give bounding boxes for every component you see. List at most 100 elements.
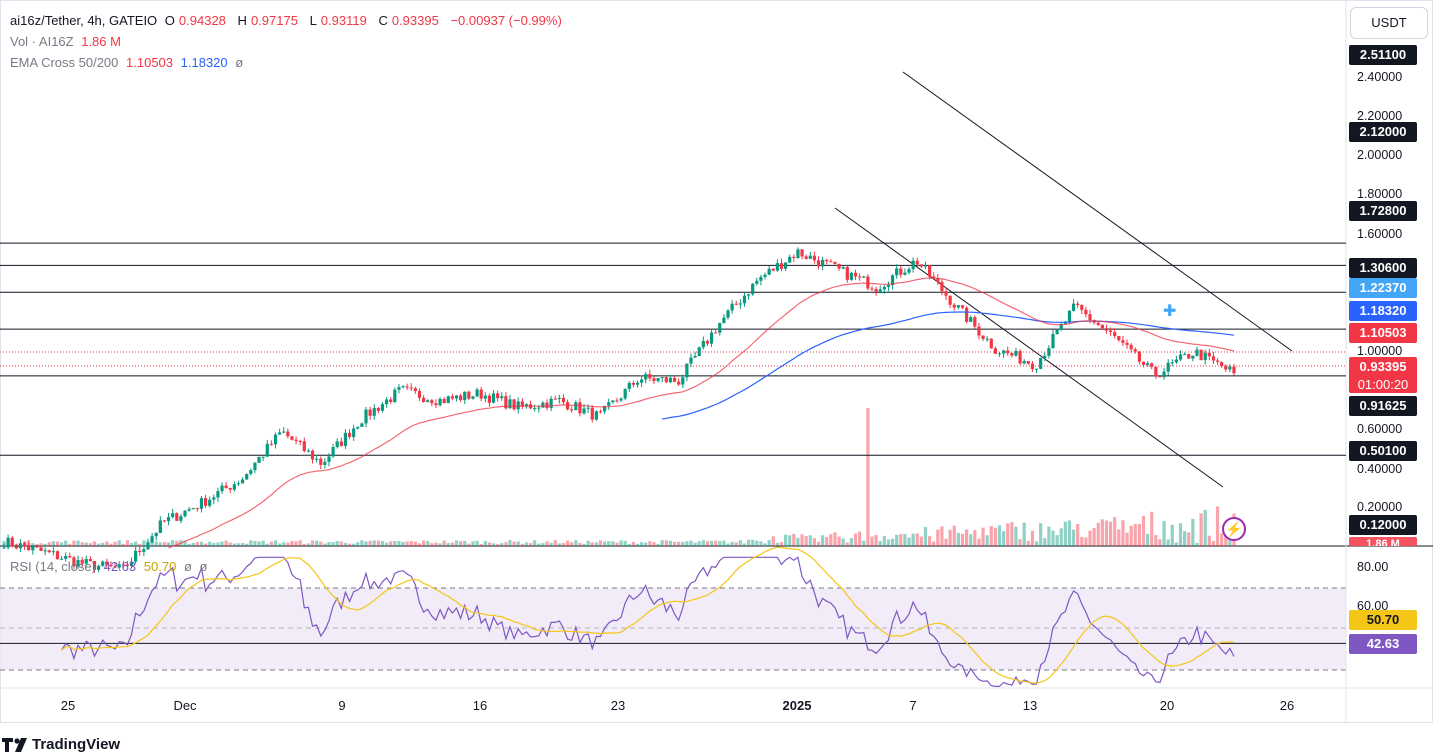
lightning-icon[interactable]: ⚡ <box>1222 517 1246 541</box>
candle-body <box>278 432 282 435</box>
ema50-tag: 1.10503 <box>1349 323 1417 343</box>
volume-bar <box>816 541 821 546</box>
candle-body <box>504 396 508 409</box>
level-tag: 1.72800 <box>1349 201 1417 221</box>
volume-bar <box>72 540 76 546</box>
volume-bar <box>635 543 640 546</box>
volume-bar <box>520 543 524 546</box>
candle-body <box>578 402 582 414</box>
volume-bar <box>500 543 504 546</box>
candle-body <box>228 487 232 490</box>
volume-bar <box>919 536 923 546</box>
price-tick: 1.00000 <box>1357 344 1403 358</box>
candle-body <box>376 407 380 411</box>
volume-bar <box>784 534 788 546</box>
volume-bar <box>2 541 6 546</box>
tradingview-brand[interactable]: TradingView <box>2 736 120 753</box>
candle-body <box>372 407 376 416</box>
candle-body <box>88 559 92 562</box>
candle-body <box>718 323 722 333</box>
volume-bar <box>51 541 55 546</box>
volume-bar <box>360 540 364 546</box>
volume-bar <box>1047 526 1051 546</box>
hide-icon[interactable]: ø <box>199 559 208 574</box>
candle-body <box>516 401 520 410</box>
candle-body <box>343 432 348 446</box>
candle-body <box>1129 344 1133 350</box>
volume-bar <box>845 542 849 546</box>
candle-body <box>134 550 138 562</box>
candle-body <box>944 291 948 296</box>
volume-bar <box>1104 520 1109 546</box>
volume-bar <box>294 541 298 546</box>
crosshair-cross-icon: ✚ <box>1163 303 1176 320</box>
candle-body <box>1108 330 1113 333</box>
volume-bar <box>364 541 368 546</box>
hide-icon[interactable]: ø <box>183 559 192 574</box>
candle-body <box>138 550 142 552</box>
candle-body <box>1059 323 1063 330</box>
volume-bar <box>874 534 878 546</box>
candle-body <box>364 409 368 424</box>
currency-button[interactable]: USDT <box>1350 7 1428 39</box>
candle-body <box>952 304 956 308</box>
candle-body <box>1039 357 1043 369</box>
candle-body <box>603 405 607 412</box>
candle-body <box>816 260 821 267</box>
volume-bar <box>1030 530 1035 546</box>
candle-body <box>911 260 915 270</box>
candle-body <box>574 402 578 411</box>
volume-bar <box>862 540 866 546</box>
volume-bar <box>368 540 372 546</box>
candle-body <box>746 294 751 296</box>
volume-bar <box>1051 530 1055 546</box>
price-tick: 2.40000 <box>1357 70 1403 84</box>
volume-bar <box>471 541 475 546</box>
candle-body <box>315 458 319 460</box>
candle-body <box>849 272 854 280</box>
candle-body <box>286 431 290 437</box>
candle-body <box>1166 362 1170 372</box>
volume-bar <box>1100 519 1104 546</box>
candle-body <box>1080 304 1084 310</box>
legend-volume[interactable]: Vol · AI16Z 1.86 M <box>10 34 125 50</box>
ema50-line <box>168 277 1235 549</box>
candle-body <box>76 559 80 567</box>
price-tick: 0.20000 <box>1357 500 1403 514</box>
volume-bar <box>273 540 278 546</box>
volume-bar <box>833 532 837 546</box>
volume-bar <box>607 541 611 546</box>
volume-bar <box>656 543 660 546</box>
channel-upper-trendline <box>902 71 1293 352</box>
legend-rsi[interactable]: RSI (14, close) 42.63 50.70 ø ø <box>10 559 211 575</box>
volume-bar <box>438 543 442 546</box>
volume-bar <box>1166 539 1170 546</box>
candle-body <box>730 303 734 311</box>
candle-body <box>570 409 574 411</box>
candle-body <box>212 497 216 500</box>
time-tick: 23 <box>610 698 626 713</box>
volume-bar <box>718 541 722 546</box>
candle-body <box>940 281 944 292</box>
candle-body <box>895 268 899 276</box>
volume-bar <box>319 541 323 546</box>
volume-bar <box>459 541 463 546</box>
candle-body <box>1034 368 1039 370</box>
candle-body <box>282 431 286 433</box>
hide-icon[interactable]: ø <box>235 55 244 70</box>
volume-bar <box>199 541 204 546</box>
volume-bar <box>574 540 578 546</box>
volume-bar <box>47 542 51 546</box>
volume-bar <box>240 543 245 546</box>
candle-body <box>39 547 43 551</box>
candle-body <box>825 259 829 262</box>
volume-bar <box>1195 542 1199 546</box>
volume-bar <box>829 534 833 546</box>
volume-bar <box>479 543 483 546</box>
candle-body <box>829 261 833 263</box>
volume-bar <box>1162 521 1166 546</box>
level-tag: 0.12000 <box>1349 515 1417 535</box>
volume-bar <box>1088 530 1092 546</box>
legend-ema[interactable]: EMA Cross 50/200 1.10503 1.18320 ø <box>10 55 247 71</box>
